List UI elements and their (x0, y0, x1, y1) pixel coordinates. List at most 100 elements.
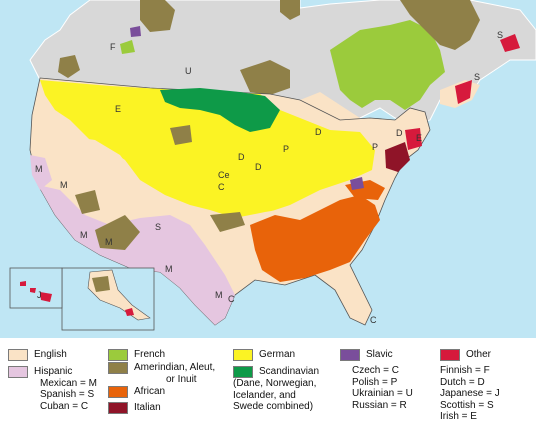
legend-african: African (108, 386, 165, 398)
label-d-penn: D (396, 128, 403, 138)
usa-irish-northeast (405, 128, 422, 150)
alaska-amerindian (92, 276, 110, 292)
legend-italian-label: Italian (134, 402, 161, 413)
legend-amerindian-line2: or Inuit (166, 373, 197, 385)
legend-scandinavian-line2: Icelander, and (233, 389, 296, 401)
legend-hispanic-mexican: Mexican = M (40, 377, 97, 389)
legend-other-dutch: Dutch = D (440, 376, 485, 388)
usa-italian-northeast (385, 142, 410, 172)
label-p-penn: P (372, 142, 378, 152)
label-d-wisconsin: D (238, 152, 245, 162)
legend-amerindian: Amerindian, Aleut, or Inuit (108, 362, 215, 385)
legend-scandinavian-label: Scandinavian (259, 366, 320, 377)
swatch-italian (108, 402, 128, 414)
legend-other-scottish: Scottish = S (440, 399, 494, 411)
label-ce-kansas: Ce (218, 170, 230, 180)
label-m-arizona: M (105, 237, 113, 247)
label-c-texas: C (228, 294, 235, 304)
label-u-canada: U (185, 66, 192, 76)
map-legend: English Hispanic Mexican = M Spanish = S… (0, 338, 536, 428)
legend-hispanic: Hispanic Mexican = M Spanish = S Cuban =… (8, 366, 97, 412)
legend-scandinavian-line1: (Dane, Norwegian, (233, 378, 317, 389)
ethnic-groups-map: F U S S E M M M M S M M C Ce C D D P D P… (0, 0, 536, 338)
usa-amerindian-southwest (95, 215, 140, 250)
label-j-hawaii: J (37, 290, 42, 300)
label-c-nebraska: C (218, 182, 225, 192)
usa-african-south (250, 195, 380, 282)
label-c-florida: C (370, 315, 377, 325)
swatch-scandinavian (233, 366, 253, 378)
legend-scandinavian-detail: (Dane, Norwegian, Icelander, and Swede c… (233, 378, 316, 413)
canada-amerindian-ontario (240, 60, 290, 95)
label-e-newengland: E (416, 133, 422, 143)
legend-french-label: French (134, 349, 166, 360)
usa-amerindian-oklahoma (210, 212, 245, 232)
label-m-texas: M (215, 290, 223, 300)
alaska-other (125, 308, 134, 316)
legend-german-label: German (259, 349, 296, 360)
label-e-montana: E (115, 104, 121, 114)
swatch-other (440, 349, 460, 361)
hawaii-island-3 (40, 292, 52, 302)
label-d-iowa: D (255, 162, 262, 172)
label-s-nova-scotia: S (474, 72, 480, 82)
canada-scottish-ns (455, 80, 472, 104)
legend-african-label: African (134, 386, 166, 397)
canada-amerindian-nunavut (280, 0, 300, 20)
label-s-newfoundland: S (497, 30, 503, 40)
legend-slavic-label: Slavic (366, 349, 393, 360)
canada-french-quebec (330, 20, 445, 110)
usa-amerindian-dakota (170, 125, 192, 145)
canada-french-manitoba (120, 40, 135, 54)
legend-slavic: Slavic (340, 349, 393, 361)
usa-scandinavian-north (160, 88, 280, 132)
hawaii-island-2 (30, 288, 36, 293)
swatch-french (108, 349, 128, 361)
legend-slavic-russian: Russian = R (352, 399, 407, 411)
legend-hispanic-label: Hispanic (34, 366, 73, 377)
canada-amerindian-labrador (400, 0, 480, 50)
legend-slavic-abbreviations: Czech = C Polish = P Ukrainian = U Russi… (352, 365, 413, 411)
label-f-canada: F (110, 42, 116, 52)
swatch-german (233, 349, 253, 361)
label-p-michigan: P (283, 144, 289, 154)
usa-hispanic-southwest (38, 185, 235, 325)
legend-english-label: English (34, 349, 67, 360)
label-m-washington: M (35, 164, 43, 174)
legend-amerindian-line1: Amerindian, Aleut, (134, 362, 216, 373)
label-m-newmexico: M (165, 264, 173, 274)
canada-english-southeast (300, 92, 360, 125)
legend-other-finnish: Finnish = F (440, 365, 490, 376)
canada-amerindian-north (140, 0, 175, 32)
legend-slavic-ukrainian: Ukrainian = U (352, 388, 413, 399)
canada-slavic-ukrainian (130, 26, 141, 37)
canada-amerindian-bc (58, 55, 80, 78)
legend-other-irish: Irish = E (440, 411, 477, 422)
legend-slavic-czech: Czech = C (352, 365, 399, 376)
legend-french: French (108, 349, 165, 361)
legend-scandinavian-line3: Swede combined) (233, 401, 314, 412)
legend-other: Other (440, 349, 491, 361)
usa-german-midwest (40, 80, 375, 218)
usa-amerindian-nevada (75, 190, 100, 214)
hawaii-island-1 (20, 281, 26, 286)
label-s-newmexico: S (155, 222, 161, 232)
swatch-hispanic (8, 366, 28, 378)
label-m-oregon: M (60, 180, 68, 190)
usa-english-mountain (60, 135, 135, 200)
label-d-michigan: D (315, 127, 322, 137)
canada-scottish-nf (500, 34, 520, 52)
legend-other-label: Other (466, 349, 492, 360)
legend-other-japanese: Japanese = J (440, 388, 500, 399)
legend-english: English (8, 349, 67, 361)
swatch-english (8, 349, 28, 361)
legend-slavic-polish: Polish = P (352, 376, 398, 388)
swatch-african (108, 386, 128, 398)
legend-other-abbreviations: Finnish = F Dutch = D Japanese = J Scott… (440, 365, 500, 423)
usa-slavic-penn (350, 177, 364, 190)
legend-hispanic-cuban: Cuban = C (40, 400, 89, 412)
legend-italian: Italian (108, 402, 161, 414)
swatch-slavic (340, 349, 360, 361)
usa-hispanic-california-coast (30, 155, 52, 190)
